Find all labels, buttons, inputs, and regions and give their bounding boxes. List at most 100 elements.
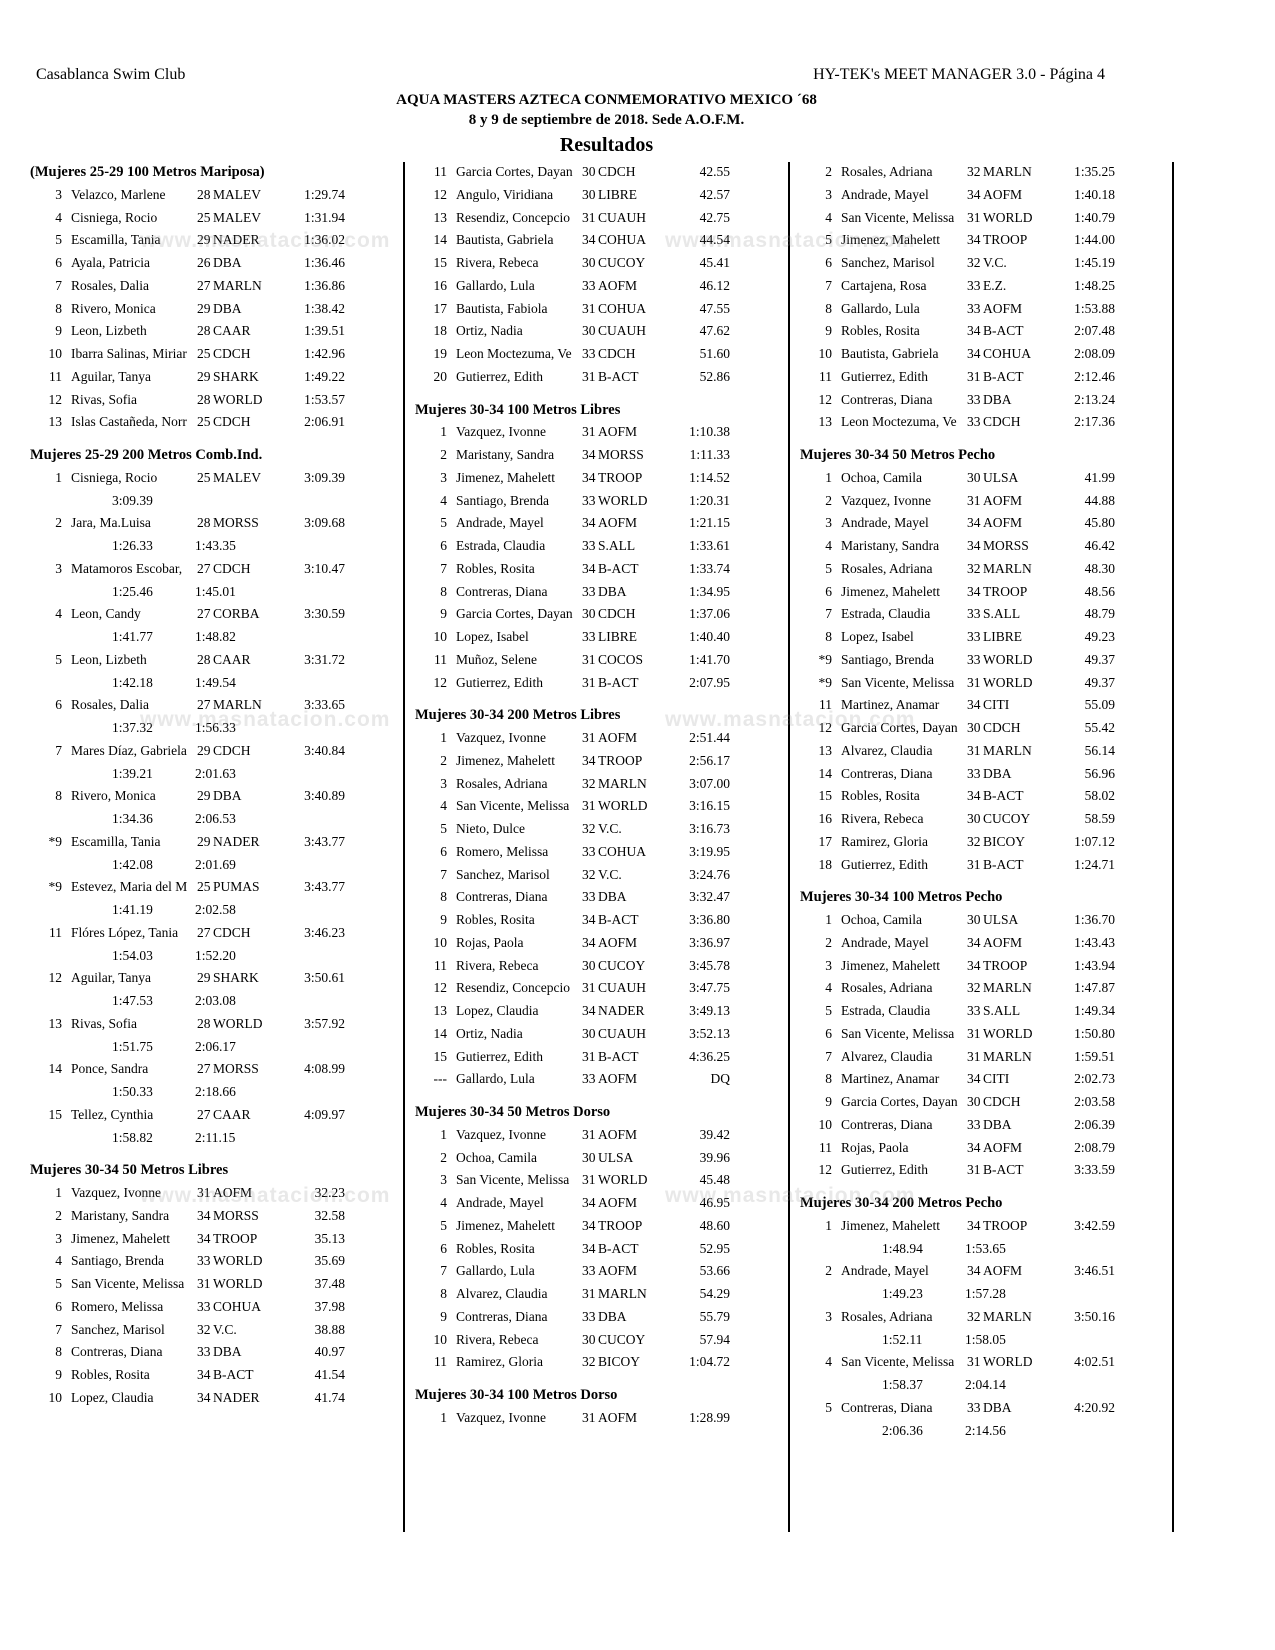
place: 13 — [433, 209, 448, 225]
result-row: 2 Andrade, Mayel 34 AOFM 3:46.51 — [800, 1260, 1170, 1283]
result-row: 3 Jimenez, Mahelett 34 TROOP 1:43.94 — [800, 955, 1170, 978]
swimmer-name: Leon Moctezuma, Ve — [841, 414, 957, 430]
team: MORSS — [213, 1207, 259, 1223]
split-time: 1:34.36 — [112, 811, 153, 826]
final-time: 4:08.99 — [304, 1061, 345, 1077]
team: ULSA — [983, 469, 1019, 485]
place: 13 — [433, 1003, 448, 1018]
result-row: 15 Rivera, Rebeca 30 CUCOY 45.41 — [415, 252, 785, 275]
split-time: 1:52.11 — [882, 1331, 923, 1347]
swimmer-name: Bautista, Gabriela — [841, 346, 939, 361]
place: 13 — [818, 742, 833, 758]
age: 30 — [582, 957, 596, 973]
team: B-ACT — [983, 856, 1024, 872]
event-heading: Mujeres 30-34 200 Metros Libres — [415, 707, 621, 724]
final-time: DQ — [710, 1071, 731, 1087]
result-row: 2 Maristany, Sandra 34 MORSS 32.58 — [30, 1205, 400, 1228]
result-row: 11 Muñoz, Selene 31 COCOS 1:41.70 — [415, 649, 785, 672]
result-row: 2 Andrade, Mayel 34 AOFM 1:43.43 — [800, 932, 1170, 955]
result-row: 8 Rivero, Monica 29 DBA 3:40.89 — [30, 785, 400, 808]
place: 4 — [825, 1354, 832, 1370]
place: 10 — [48, 346, 63, 361]
final-time: 1:49.34 — [1074, 1003, 1115, 1018]
swimmer-name: Contreras, Diana — [456, 583, 548, 599]
age: 28 — [197, 515, 211, 531]
result-row: 4 Cisniega, Rocio 25 MALEV 1:31.94 — [30, 207, 400, 230]
age: 30 — [582, 606, 596, 622]
swimmer-name: Romero, Melissa — [456, 843, 549, 859]
age: 34 — [967, 788, 981, 804]
swimmer-name: Leon Moctezuma, Ve — [456, 346, 572, 361]
place: *9 — [818, 674, 833, 690]
split-time: 1:58.05 — [965, 1331, 1006, 1347]
place: 1 — [440, 1126, 447, 1142]
place: 20 — [433, 368, 448, 384]
team: NADER — [213, 1389, 260, 1405]
age: 33 — [582, 889, 596, 905]
place: 3 — [825, 186, 832, 202]
result-row: 9 Robles, Rosita 34 B-ACT 3:36.80 — [415, 909, 785, 932]
swimmer-name: Ponce, Sandra — [71, 1061, 149, 1077]
result-row: 10 Lopez, Isabel 33 LIBRE 1:40.40 — [415, 626, 785, 649]
age: 34 — [967, 1263, 981, 1279]
team: SHARK — [213, 368, 259, 384]
result-row: 13 Leon Moctezuma, Ve 33 CDCH 2:17.36 — [800, 411, 1170, 434]
place: 1 — [825, 912, 832, 927]
place: 12 — [818, 1162, 833, 1178]
age: 27 — [197, 1061, 211, 1077]
place: 7 — [825, 606, 832, 622]
team: CITI — [983, 1071, 1010, 1087]
result-row: 7 Alvarez, Claudia 31 MARLN 1:59.51 — [800, 1046, 1170, 1069]
team: PUMAS — [213, 879, 260, 895]
age: 30 — [582, 1149, 596, 1165]
team: CUCOY — [598, 255, 646, 270]
final-time: 1:36.70 — [1074, 912, 1115, 927]
final-time: 3:43.77 — [304, 833, 345, 849]
place: 10 — [433, 934, 448, 950]
age: 25 — [197, 346, 211, 361]
team: CITI — [983, 697, 1010, 713]
place: 2 — [440, 752, 447, 768]
split-time: 2:02.58 — [195, 902, 236, 917]
final-time: 46.42 — [1084, 538, 1115, 553]
age: 32 — [967, 1308, 981, 1324]
team: AOFM — [598, 424, 638, 440]
swimmer-name: Aguilar, Tanya — [71, 368, 151, 384]
result-row: 6 Robles, Rosita 34 B-ACT 52.95 — [415, 1238, 785, 1261]
team: WORLD — [598, 492, 648, 508]
swimmer-name: Gallardo, Lula — [456, 1263, 535, 1279]
final-time: 38.88 — [314, 1321, 345, 1337]
result-row: 7 Sanchez, Marisol 32 V.C. 3:24.76 — [415, 864, 785, 887]
place: 2 — [55, 1207, 62, 1223]
swimmer-name: Rosales, Dalia — [71, 697, 149, 713]
swimmer-name: Ortiz, Nadia — [456, 1025, 523, 1041]
place: 2 — [440, 447, 447, 462]
final-time: 41.99 — [1084, 469, 1115, 485]
swimmer-name: Lopez, Isabel — [841, 629, 914, 644]
split-time: 2:18.66 — [195, 1084, 236, 1099]
place: 11 — [819, 1139, 832, 1155]
age: 29 — [197, 970, 211, 986]
split-time: 1:41.77 — [112, 629, 153, 644]
final-time: 46.95 — [699, 1195, 730, 1210]
split-time: 1:25.46 — [112, 583, 153, 599]
age: 34 — [967, 697, 981, 713]
final-time: 2:13.24 — [1074, 391, 1115, 407]
swimmer-name: Ayala, Patricia — [71, 255, 150, 270]
place: 5 — [440, 515, 447, 531]
place: 19 — [433, 346, 448, 361]
place: 15 — [818, 788, 833, 804]
swimmer-name: Jimenez, Mahelett — [456, 469, 555, 485]
final-time: 51.60 — [699, 346, 730, 361]
split-time: 1:52.20 — [195, 947, 236, 963]
result-row: 3 Andrade, Mayel 34 AOFM 1:40.18 — [800, 184, 1170, 207]
final-time: 3:09.68 — [304, 515, 345, 531]
age: 33 — [967, 1116, 981, 1132]
final-time: 1:14.52 — [689, 469, 730, 485]
final-time: 1:20.31 — [689, 492, 730, 508]
swimmer-name: Rosales, Adriana — [841, 980, 933, 996]
split-time: 1:41.19 — [112, 902, 153, 917]
final-time: 3:24.76 — [689, 866, 730, 882]
result-row: 3 Velazco, Marlene 28 MALEV 1:29.74 — [30, 184, 400, 207]
place: 5 — [825, 560, 832, 576]
